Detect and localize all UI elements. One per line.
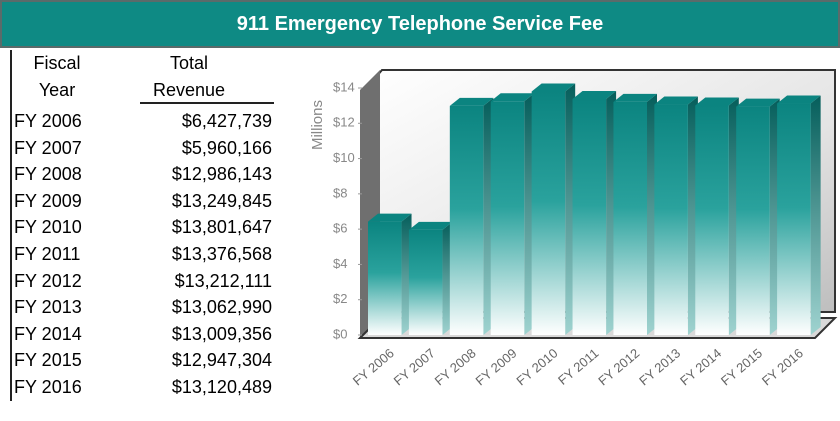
table-cell: $12,986,143 [171, 164, 272, 185]
header-cell: Fiscal [33, 53, 81, 73]
y-tick-label: $2 [333, 291, 347, 306]
bar [368, 213, 412, 335]
header-cell: Year [38, 80, 76, 100]
x-tick-label: FY 2008 [432, 345, 479, 388]
table-cell: FY 2007 [14, 137, 82, 158]
y-tick-label: $0 [333, 326, 347, 341]
table-row: FY 2006 $6,427,739 [12, 108, 274, 135]
table-row: FY 2014 $13,009,356 [12, 321, 274, 348]
bar-top [408, 221, 453, 230]
x-tick-label: FY 2016 [759, 345, 806, 388]
table-cell: FY 2010 [14, 217, 82, 238]
table-cell: $13,801,647 [171, 217, 272, 238]
table-cell: FY 2012 [14, 270, 82, 291]
bar [736, 98, 780, 335]
table-row: FY 2011 $13,376,568 [12, 241, 274, 268]
y-tick-label: $14 [333, 79, 355, 94]
x-tick-label: FY 2009 [473, 345, 520, 388]
bar-top [695, 97, 739, 106]
bar-side [810, 95, 821, 335]
table-row: FY 2010 $13,801,647 [12, 214, 274, 241]
table-row: FY 2008 $12,986,143 [12, 161, 274, 188]
x-tick-label: FY 2011 [555, 345, 601, 387]
y-tick-label: $4 [333, 256, 347, 271]
bar-front [695, 105, 729, 336]
y-tick-label: $10 [333, 150, 355, 165]
table-cell: $5,960,166 [181, 137, 272, 158]
x-tick-label: FY 2015 [718, 345, 765, 388]
bar [531, 83, 576, 335]
bar [654, 96, 698, 336]
bar-top [736, 98, 780, 107]
bar [777, 95, 821, 335]
x-tick-label: FY 2014 [677, 345, 724, 388]
bar [572, 90, 617, 336]
table-cell: FY 2011 [14, 243, 81, 264]
bar-front [572, 98, 607, 336]
table-row: FY 2007 $5,960,166 [12, 135, 274, 162]
revenue-table: Fiscal Total Year Revenue FY 2006 $6,427,739 F… [10, 50, 274, 401]
header-row: Fiscal Total [12, 50, 274, 77]
bar-top [777, 95, 821, 104]
bar-top [613, 93, 657, 102]
bar-top [490, 93, 535, 102]
table-cell: $13,009,356 [171, 323, 272, 344]
x-tick-label: FY 2007 [391, 345, 438, 388]
table-cell: FY 2014 [14, 323, 82, 344]
table-cell: $6,427,739 [181, 111, 272, 131]
x-tick-label: FY 2006 [350, 345, 397, 388]
table-cell: $13,376,568 [171, 243, 272, 264]
y-tick-label: $6 [333, 221, 347, 236]
bar-front [777, 103, 811, 335]
table-row: FY 2015 $12,947,304 [12, 347, 274, 374]
table-row: FY 2013 $13,062,990 [12, 294, 274, 321]
bar [613, 93, 657, 336]
table-cell: $13,249,845 [171, 190, 272, 211]
bar [408, 221, 453, 335]
table-cell: $12,947,304 [171, 350, 272, 371]
table-row: FY 2012 $13,212,111 [12, 268, 274, 295]
y-tick-label: $8 [333, 185, 347, 200]
table-cell: FY 2006 [14, 111, 82, 131]
bar-front [490, 101, 525, 335]
table-cell: FY 2008 [14, 164, 82, 185]
header-row: Year Revenue [12, 77, 272, 104]
bar [695, 97, 739, 336]
bar-top [572, 90, 617, 99]
bar-front [408, 229, 443, 335]
bar-front [613, 101, 647, 336]
table-cell: $13,212,111 [174, 270, 272, 291]
table-cell: FY 2016 [14, 376, 82, 397]
header-cell: Total [169, 53, 209, 73]
x-tick-label: FY 2012 [595, 345, 642, 388]
x-tick-label: FY 2013 [636, 345, 683, 388]
table-cell: FY 2013 [14, 297, 82, 318]
table-cell: FY 2009 [14, 190, 82, 211]
header-rule [140, 102, 274, 104]
table-cell: $13,062,990 [171, 297, 272, 318]
y-axis-label: Millions [309, 100, 326, 150]
bar [449, 97, 494, 336]
table-cell: $13,120,489 [171, 376, 272, 397]
bar-top [449, 97, 494, 106]
bar-front [449, 105, 484, 336]
y-tick-label: $12 [333, 115, 355, 130]
table-row: FY 2009 $13,249,845 [12, 188, 274, 215]
table-cell: FY 2015 [14, 350, 82, 371]
bar-front [368, 221, 402, 335]
bar-top [368, 213, 412, 222]
bar-front [736, 106, 770, 335]
bar-top [531, 83, 576, 92]
header-cell: Revenue [152, 80, 226, 100]
bar-front [654, 104, 688, 336]
bar-front [531, 91, 566, 335]
bar-top [654, 96, 698, 105]
bar [490, 93, 535, 335]
table-row: FY 2016 $13,120,489 [12, 374, 274, 401]
title-bar: 911 Emergency Telephone Service Fee [0, 0, 840, 48]
x-tick-label: FY 2010 [513, 345, 560, 388]
